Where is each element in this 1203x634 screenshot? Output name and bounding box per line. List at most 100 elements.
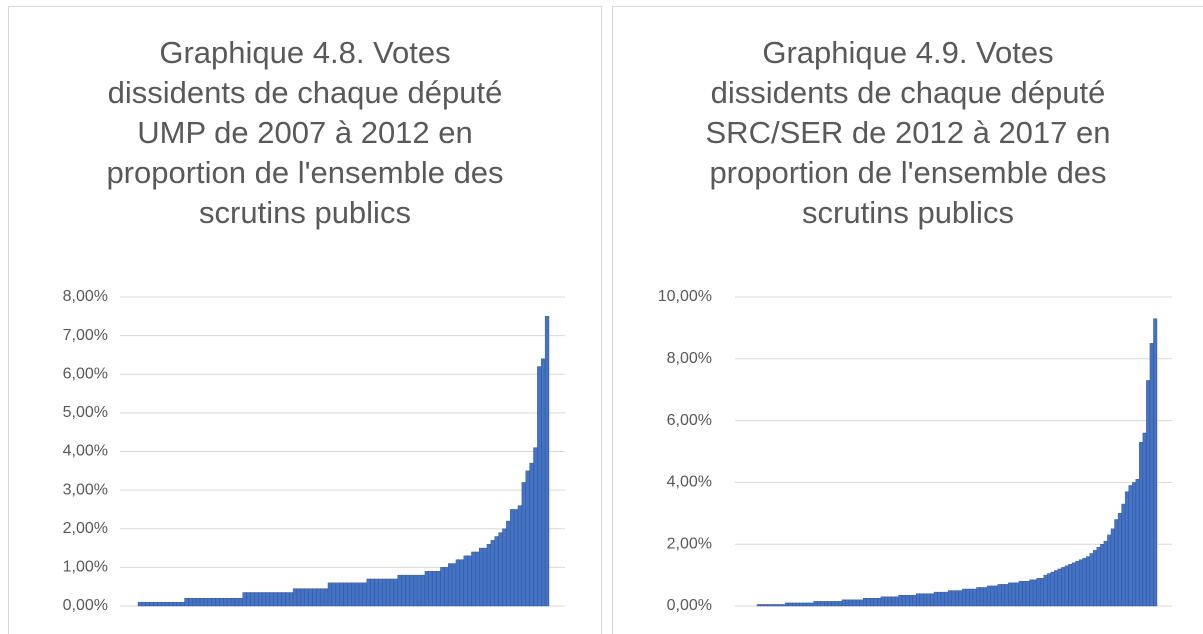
bar bbox=[1071, 562, 1076, 607]
bar bbox=[940, 591, 945, 607]
bar bbox=[335, 582, 340, 607]
bar bbox=[428, 571, 433, 607]
bar bbox=[459, 559, 464, 607]
bar bbox=[257, 592, 263, 607]
bar bbox=[269, 592, 274, 607]
bar bbox=[1015, 582, 1020, 607]
bar bbox=[308, 588, 313, 607]
bar bbox=[409, 574, 414, 607]
y-tick-label: 0,00% bbox=[63, 597, 108, 614]
bar bbox=[1103, 540, 1108, 607]
bar bbox=[1082, 557, 1087, 607]
y-tick-label: 6,00% bbox=[63, 365, 108, 382]
bar bbox=[354, 582, 360, 607]
bar bbox=[884, 596, 889, 607]
bar bbox=[498, 532, 503, 607]
bar bbox=[1001, 584, 1005, 607]
bar bbox=[455, 559, 461, 607]
bar bbox=[1004, 584, 1009, 607]
bar bbox=[1093, 550, 1098, 607]
bar bbox=[965, 588, 970, 607]
bar bbox=[164, 601, 170, 607]
bar bbox=[405, 574, 410, 607]
bar bbox=[905, 594, 910, 607]
bar bbox=[285, 592, 290, 607]
bar bbox=[1089, 553, 1094, 607]
bar bbox=[475, 551, 480, 607]
bar bbox=[351, 582, 356, 607]
bar bbox=[541, 358, 546, 607]
bar bbox=[901, 594, 906, 607]
bar bbox=[137, 601, 143, 607]
bar bbox=[347, 582, 352, 607]
bar bbox=[1139, 442, 1144, 607]
bar bbox=[161, 601, 166, 607]
bar bbox=[1011, 582, 1016, 607]
bar bbox=[494, 536, 499, 607]
bar bbox=[195, 598, 201, 607]
bar bbox=[763, 604, 768, 607]
bar bbox=[510, 509, 515, 607]
bar bbox=[378, 578, 383, 607]
bar bbox=[916, 593, 921, 607]
bar bbox=[502, 528, 507, 607]
bar bbox=[265, 592, 271, 607]
bar bbox=[781, 604, 786, 607]
bar bbox=[1032, 579, 1037, 607]
bar bbox=[370, 578, 375, 607]
bar bbox=[180, 601, 185, 607]
bar bbox=[813, 601, 818, 607]
bar bbox=[824, 601, 828, 607]
bar bbox=[894, 596, 899, 607]
bar bbox=[199, 598, 205, 607]
bar bbox=[820, 601, 825, 607]
bar bbox=[955, 590, 959, 607]
bar bbox=[374, 578, 379, 607]
bar bbox=[1075, 560, 1080, 607]
bar bbox=[444, 567, 449, 607]
bar bbox=[1142, 432, 1147, 607]
bar bbox=[172, 601, 177, 607]
bar bbox=[792, 602, 797, 607]
bar bbox=[880, 596, 885, 607]
bar bbox=[1100, 544, 1105, 607]
y-tick-label: 8,00% bbox=[63, 288, 108, 305]
bar bbox=[316, 588, 321, 607]
bar bbox=[246, 592, 251, 607]
bar bbox=[382, 578, 387, 607]
bar bbox=[1064, 565, 1069, 607]
bar bbox=[802, 602, 807, 607]
bar bbox=[1050, 571, 1055, 607]
bar bbox=[424, 571, 430, 607]
bar bbox=[866, 598, 871, 607]
y-tick-label: 7,00% bbox=[63, 327, 108, 344]
chart-title-box: Graphique 4.9. Votes dissidents de chaqu… bbox=[613, 33, 1203, 233]
bar bbox=[401, 574, 406, 607]
bar bbox=[809, 602, 814, 607]
bar bbox=[366, 578, 371, 607]
bar bbox=[969, 588, 974, 607]
bar bbox=[1086, 556, 1090, 607]
bar bbox=[273, 592, 278, 607]
bar bbox=[242, 592, 247, 607]
bar bbox=[1110, 528, 1115, 607]
bar bbox=[1153, 318, 1158, 607]
bar bbox=[877, 598, 882, 607]
bar bbox=[845, 599, 850, 607]
bar bbox=[912, 594, 917, 607]
bar bbox=[1022, 581, 1027, 607]
bar bbox=[778, 604, 782, 607]
bar bbox=[997, 584, 1002, 607]
bar bbox=[463, 555, 468, 607]
bar bbox=[238, 598, 243, 607]
bar bbox=[831, 601, 836, 607]
bar bbox=[993, 585, 998, 607]
bar bbox=[788, 602, 793, 607]
bar bbox=[1043, 574, 1048, 607]
bar bbox=[1124, 491, 1129, 607]
y-tick-label: 2,00% bbox=[63, 520, 108, 537]
bar bbox=[513, 509, 519, 607]
bar bbox=[451, 563, 457, 607]
bar bbox=[296, 588, 302, 607]
